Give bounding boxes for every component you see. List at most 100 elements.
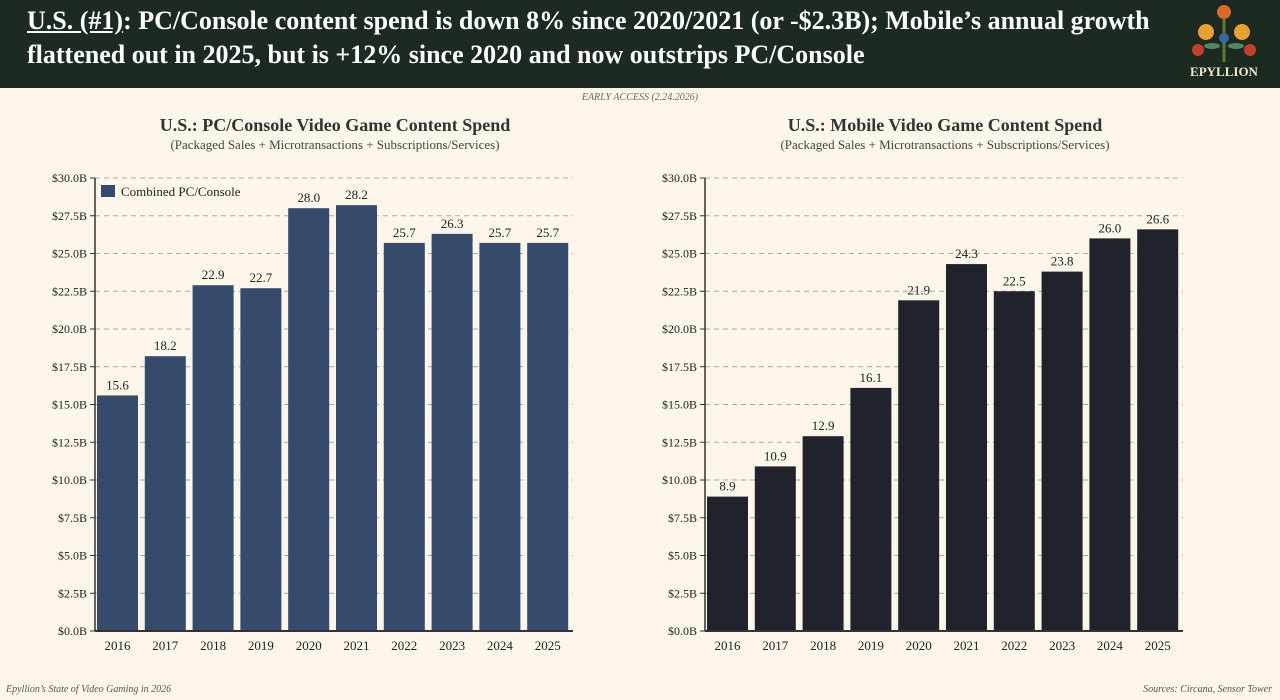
y-tick-label: $17.5B bbox=[662, 360, 697, 374]
x-tick-label: 2019 bbox=[248, 638, 274, 653]
y-tick-label: $2.5B bbox=[668, 586, 697, 600]
x-tick-label: 2018 bbox=[810, 638, 836, 653]
y-tick-label: $10.0B bbox=[662, 473, 697, 487]
legend-swatch bbox=[101, 185, 115, 197]
bar-2017 bbox=[144, 356, 186, 631]
data-label: 25.7 bbox=[536, 225, 559, 240]
data-label: 22.7 bbox=[250, 270, 273, 285]
bar-2016 bbox=[97, 395, 138, 631]
data-label: 8.9 bbox=[719, 479, 735, 494]
data-label: 26.3 bbox=[441, 216, 464, 231]
x-tick-label: 2016 bbox=[105, 638, 132, 653]
bar-2024 bbox=[1089, 238, 1131, 631]
y-tick-label: $27.5B bbox=[662, 209, 697, 223]
bar-2022 bbox=[383, 242, 425, 631]
x-tick-label: 2021 bbox=[344, 638, 370, 653]
data-label: 26.6 bbox=[1146, 211, 1169, 226]
bar-2022 bbox=[993, 291, 1035, 631]
bar-2019 bbox=[240, 288, 282, 631]
pc-console-chart: U.S.: PC/Console Video Game Content Spen… bbox=[52, 115, 573, 653]
bar-2021 bbox=[336, 205, 377, 631]
bar-2019 bbox=[850, 387, 892, 631]
x-tick-label: 2024 bbox=[1097, 638, 1124, 653]
x-tick-label: 2022 bbox=[391, 638, 417, 653]
footer-source-left: Epyllion’s State of Video Gaming in 2026 bbox=[6, 684, 172, 695]
y-tick-label: $7.5B bbox=[668, 511, 697, 525]
data-label: 25.7 bbox=[393, 225, 416, 240]
data-label: 24.3 bbox=[955, 246, 978, 261]
y-tick-label: $30.0B bbox=[662, 171, 697, 185]
y-tick-label: $27.5B bbox=[52, 209, 87, 223]
bar-2020 bbox=[288, 208, 330, 631]
y-tick-label: $5.0B bbox=[58, 549, 87, 563]
bar-2024 bbox=[479, 242, 521, 631]
headline-text: : PC/Console content spend is down 8% si… bbox=[27, 6, 1150, 69]
y-tick-label: $0.0B bbox=[58, 624, 87, 638]
x-tick-label: 2020 bbox=[906, 638, 932, 653]
chart-title: U.S.: Mobile Video Game Content Spend bbox=[788, 115, 1103, 135]
x-tick-label: 2017 bbox=[762, 638, 789, 653]
headline: U.S. (#1): PC/Console content spend is d… bbox=[27, 4, 1177, 72]
bar-2025 bbox=[1137, 229, 1179, 631]
bar-2025 bbox=[527, 242, 569, 631]
bar-2020 bbox=[898, 300, 940, 631]
chart-subtitle: (Packaged Sales + Microtransactions + Su… bbox=[170, 137, 499, 152]
x-tick-label: 2022 bbox=[1001, 638, 1027, 653]
x-tick-label: 2019 bbox=[858, 638, 884, 653]
y-tick-label: $12.5B bbox=[662, 435, 697, 449]
y-tick-label: $22.5B bbox=[52, 284, 87, 298]
data-label: 25.7 bbox=[489, 225, 512, 240]
x-tick-label: 2020 bbox=[296, 638, 322, 653]
y-tick-label: $17.5B bbox=[52, 360, 87, 374]
x-tick-label: 2021 bbox=[954, 638, 980, 653]
data-label: 22.9 bbox=[202, 267, 225, 282]
x-tick-label: 2016 bbox=[715, 638, 742, 653]
data-label: 15.6 bbox=[106, 377, 129, 392]
data-label: 23.8 bbox=[1051, 254, 1074, 269]
x-tick-label: 2024 bbox=[487, 638, 514, 653]
logo-text: EPYLLION bbox=[1190, 64, 1258, 79]
chart-subtitle: (Packaged Sales + Microtransactions + Su… bbox=[780, 137, 1109, 152]
epyllion-logo: EPYLLION bbox=[1176, 2, 1272, 86]
y-tick-label: $25.0B bbox=[52, 247, 87, 261]
y-tick-label: $0.0B bbox=[668, 624, 697, 638]
footer-sources: Sources: Circana, Sensor Tower bbox=[1143, 684, 1272, 695]
data-label: 18.2 bbox=[154, 338, 177, 353]
y-tick-label: $10.0B bbox=[52, 473, 87, 487]
chart-title: U.S.: PC/Console Video Game Content Spen… bbox=[160, 115, 511, 135]
x-tick-label: 2025 bbox=[535, 638, 561, 653]
bar-2018 bbox=[802, 436, 844, 631]
data-label: 22.5 bbox=[1003, 273, 1026, 288]
y-tick-label: $2.5B bbox=[58, 586, 87, 600]
bar-2017 bbox=[754, 466, 796, 631]
data-label: 26.0 bbox=[1099, 220, 1122, 235]
data-label: 28.2 bbox=[345, 187, 368, 202]
legend-label: Combined PC/Console bbox=[121, 184, 241, 199]
data-label: 16.1 bbox=[860, 370, 883, 385]
data-label: 12.9 bbox=[812, 418, 835, 433]
flower-icon bbox=[1192, 5, 1256, 62]
x-tick-label: 2017 bbox=[152, 638, 179, 653]
y-tick-label: $22.5B bbox=[662, 284, 697, 298]
x-tick-label: 2018 bbox=[200, 638, 226, 653]
bar-2021 bbox=[946, 264, 987, 631]
x-tick-label: 2023 bbox=[1049, 638, 1075, 653]
y-tick-label: $15.0B bbox=[662, 398, 697, 412]
y-tick-label: $20.0B bbox=[52, 322, 87, 336]
y-tick-label: $25.0B bbox=[662, 247, 697, 261]
bar-2016 bbox=[707, 496, 748, 631]
x-tick-label: 2023 bbox=[439, 638, 465, 653]
y-tick-label: $12.5B bbox=[52, 435, 87, 449]
header-banner: U.S. (#1): PC/Console content spend is d… bbox=[0, 0, 1280, 88]
early-access-label: EARLY ACCESS (2.24.2026) bbox=[581, 92, 699, 103]
data-label: 21.9 bbox=[907, 282, 930, 297]
bar-2018 bbox=[192, 285, 234, 631]
data-label: 28.0 bbox=[297, 190, 320, 205]
headline-prefix: U.S. (#1) bbox=[27, 6, 124, 35]
bar-2023 bbox=[431, 233, 473, 631]
data-label: 10.9 bbox=[764, 448, 787, 463]
y-tick-label: $15.0B bbox=[52, 398, 87, 412]
y-tick-label: $5.0B bbox=[668, 549, 697, 563]
x-tick-label: 2025 bbox=[1145, 638, 1171, 653]
y-tick-label: $20.0B bbox=[662, 322, 697, 336]
